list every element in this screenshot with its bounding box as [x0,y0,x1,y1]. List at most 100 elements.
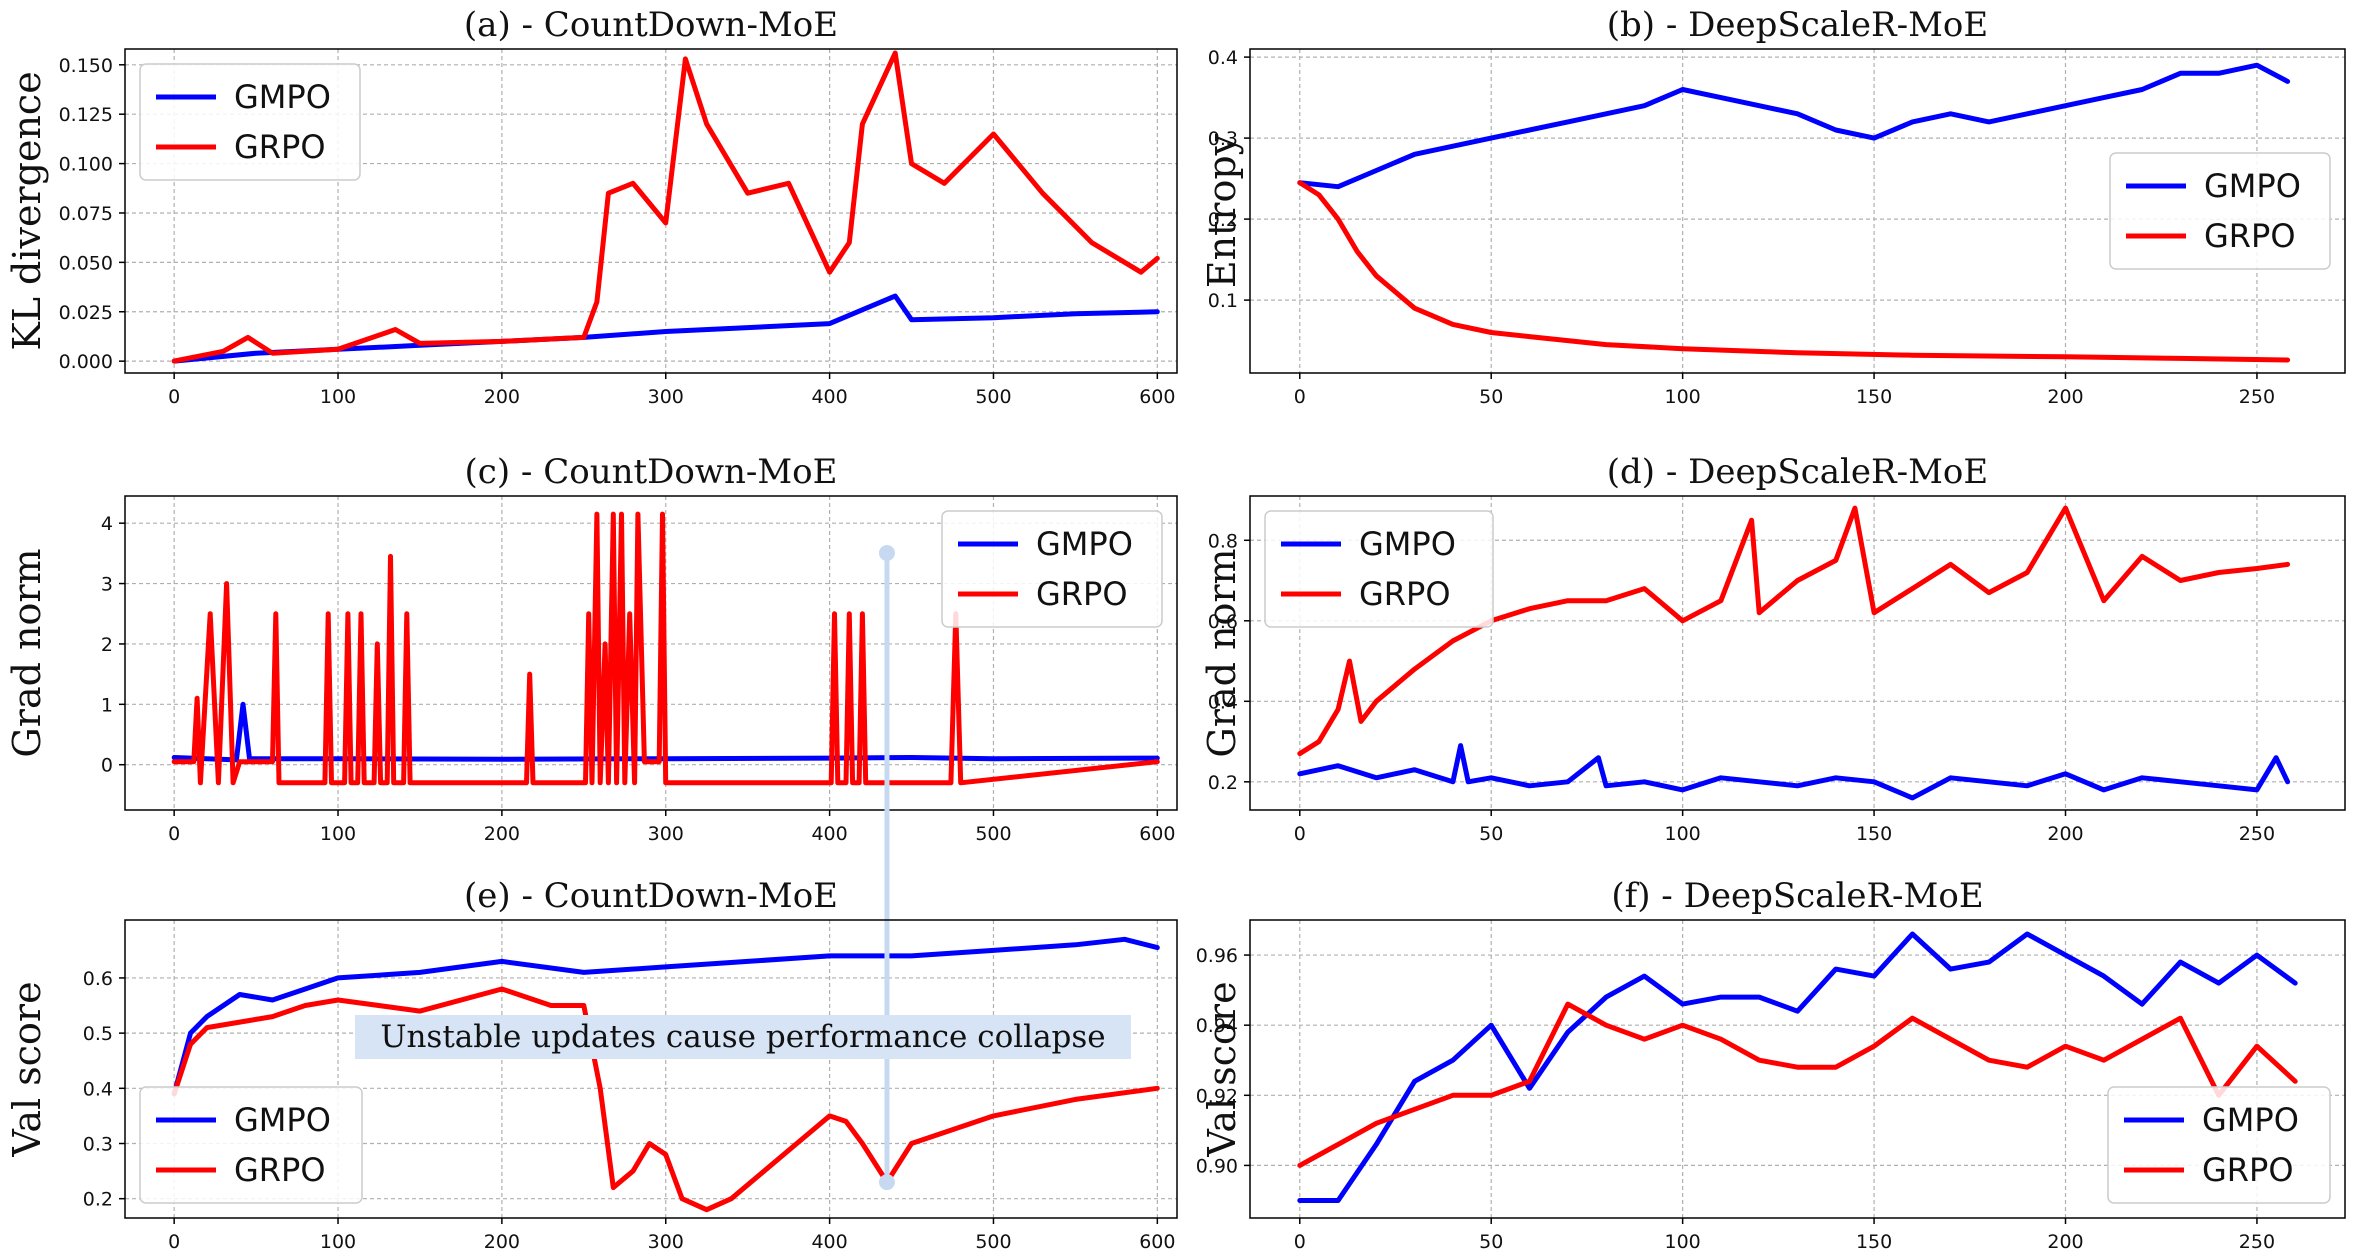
legend-label-gmpo: GMPO [234,78,331,116]
series-line-gmpo [171,936,1160,1097]
y-tick-label: 0.125 [59,104,113,126]
panel-e-val-score-chart: Unstable updates cause performance colla… [5,545,1178,1253]
x-tick-label: 500 [975,1231,1011,1253]
x-tick-label: 0 [1294,823,1306,845]
series-line-grpo [171,50,1160,364]
legend-label-gmpo: GMPO [234,1101,331,1139]
legend-label-grpo: GRPO [1036,575,1128,613]
legend-box [2107,1086,2331,1204]
chart-title: (a) - CountDown-MoE [464,5,838,45]
chart-title: (b) - DeepScaleR-MoE [1607,5,1988,45]
y-axis-label: Val score [5,981,49,1157]
x-tick-label: 0 [168,386,180,408]
legend-label-grpo: GRPO [234,128,326,166]
y-tick-label: 0.94 [1196,1015,1238,1037]
legend-label-gmpo: GMPO [1359,525,1456,563]
x-tick-label: 400 [811,386,847,408]
y-tick-label: 0.90 [1196,1155,1238,1177]
y-tick-label: 0.2 [1208,209,1238,231]
y-tick-label: 0.4 [1208,691,1238,713]
x-tick-label: 0 [168,823,180,845]
y-tick-label: 0.8 [1208,530,1238,552]
panel-f-val-score-chart: 0 50 100 150 200 250 0.90 0.92 0.94 0.96 (f) - Dee… [1196,876,2346,1253]
x-tick-label: 0 [1294,386,1306,408]
chart-title: (e) - CountDown-MoE [464,876,838,916]
x-tick-label: 500 [975,823,1011,845]
x-tick-label: 0 [1294,1231,1306,1253]
legend-box [1264,510,1494,628]
legend-label-gmpo: GMPO [1036,525,1133,563]
series-line-gmpo [1297,931,2298,1203]
legend-box [2109,152,2331,270]
x-tick-label: 100 [320,386,356,408]
y-axis-label: Val score [1200,981,1244,1157]
x-tick-label: 400 [811,1231,847,1253]
legend: GMPO GRPO [139,63,361,181]
chart-title: (c) - CountDown-MoE [465,452,838,492]
axes-frame [124,48,1178,374]
y-tick-label: 0.1 [1208,290,1238,312]
y-axis-label: Grad norm [5,548,49,757]
x-tick-label: 150 [1856,823,1892,845]
x-tick-label: 50 [1479,386,1503,408]
x-tick-label: 150 [1856,1231,1892,1253]
y-tick-label: 0.100 [59,154,113,176]
y-tick-label: 3 [101,574,113,596]
x-tick-label: 200 [484,823,520,845]
x-tick-label: 0 [168,1231,180,1253]
series-line-gmpo [1297,743,2291,801]
legend: GMPO GRPO [941,510,1163,628]
x-tick-label: 100 [1665,1231,1701,1253]
x-tick-label: 300 [648,823,684,845]
y-axis-label: KL divergence [5,71,49,350]
x-tick-label: 50 [1479,823,1503,845]
legend-label-grpo: GRPO [2202,1151,2294,1189]
x-tick-label: 100 [320,1231,356,1253]
series-line-grpo [171,511,1160,786]
annotation-arrow-head-bottom [878,1174,895,1191]
legend-label-grpo: GRPO [2204,217,2296,255]
legend: GMPO GRPO [1264,510,1494,628]
x-tick-label: 200 [484,386,520,408]
y-tick-label: 0.075 [59,203,113,225]
legend: GMPO GRPO [2107,1086,2331,1204]
annotation-arrow-head-top [878,545,895,562]
legend-label-gmpo: GMPO [2204,167,2301,205]
series-line-grpo [1297,180,2291,363]
legend-label-grpo: GRPO [1359,575,1451,613]
x-tick-label: 200 [2047,386,2083,408]
y-tick-label: 0.5 [83,1023,113,1045]
x-tick-label: 100 [1665,823,1701,845]
y-axis-label: Entropy [1200,133,1244,288]
y-tick-label: 0 [101,755,113,777]
y-tick-label: 2 [101,634,113,656]
annotation-box [355,1015,1131,1059]
axes-frame [124,495,1178,811]
chart-title: (f) - DeepScaleR-MoE [1611,876,1983,916]
y-tick-label: 0.92 [1196,1085,1238,1107]
x-tick-label: 200 [2047,1231,2083,1253]
y-tick-label: 0.050 [59,252,113,274]
y-tick-label: 0.4 [83,1078,113,1100]
x-tick-label: 200 [484,1231,520,1253]
legend-box [941,510,1163,628]
x-tick-label: 100 [320,823,356,845]
legend-box [139,1086,363,1204]
legend-label-gmpo: GMPO [2202,1101,2299,1139]
axes-frame [1249,48,2346,374]
y-tick-label: 0.3 [83,1134,113,1156]
x-tick-label: 600 [1139,1231,1175,1253]
y-tick-label: 0.6 [1208,611,1238,633]
x-tick-label: 200 [2047,823,2083,845]
panel-c-grad-norm-chart: 0 100 200 300 400 500 600 0 1 2 3 4 (c) - CountDown-… [5,452,1178,845]
y-axis-label: Grad norm [1200,548,1244,757]
series-line-grpo [1297,1001,2298,1168]
legend-box [139,63,361,181]
x-tick-label: 50 [1479,1231,1503,1253]
x-tick-label: 600 [1139,386,1175,408]
x-tick-label: 500 [975,386,1011,408]
y-tick-label: 0.3 [1208,128,1238,150]
panel-a-kl-divergence-chart: 0 100 200 300 400 500 600 0.000 0.025 0.050 0.075 0… [5,5,1178,408]
x-tick-label: 150 [1856,386,1892,408]
y-tick-label: 0.000 [59,351,113,373]
